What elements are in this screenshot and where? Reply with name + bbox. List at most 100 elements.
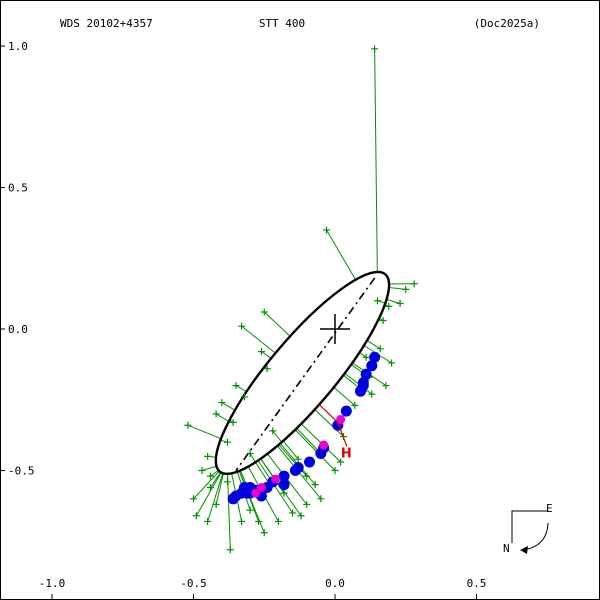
residual-line <box>221 402 236 411</box>
visual-observation-point <box>385 302 393 310</box>
visual-observation-point <box>323 226 331 234</box>
visual-observation-point <box>260 308 268 316</box>
residual-line <box>261 351 272 359</box>
residual-line <box>374 48 378 272</box>
visual-observation-point <box>190 495 197 503</box>
residual-line <box>207 473 224 522</box>
speckle-point <box>251 488 261 498</box>
visual-observation-point <box>379 317 387 325</box>
visual-observation-point <box>289 509 297 517</box>
hipparcos-label: H <box>341 446 352 461</box>
speckle-point <box>319 440 329 450</box>
line-of-nodes <box>235 277 376 471</box>
hipparcos-observations: H <box>318 404 352 461</box>
visual-observation-point <box>204 517 212 525</box>
visual-observation-point <box>410 280 418 288</box>
residual-line <box>263 311 291 337</box>
x-tick-label: 0.0 <box>325 577 345 590</box>
residual-line <box>193 470 220 500</box>
residual-line <box>235 385 247 393</box>
visual-observation-point <box>337 458 345 466</box>
x-axis: -1.0 -0.5 0.0 0.5 <box>39 577 487 600</box>
visual-observation-point <box>297 512 305 520</box>
interferometric-point <box>360 368 372 380</box>
residual-line <box>272 430 283 443</box>
residual-line <box>201 465 217 471</box>
primary-star-cross <box>320 314 350 344</box>
visual-observation-point <box>362 353 370 361</box>
compass-arms <box>511 510 548 543</box>
orbit-ellipse <box>214 270 391 476</box>
visual-observation-point <box>238 517 246 525</box>
residual-line <box>210 471 222 488</box>
compass-arrowhead <box>520 546 528 554</box>
visual-observation-point <box>368 390 376 398</box>
visual-observation-point <box>184 421 192 429</box>
x-tick-label: 0.5 <box>467 577 487 590</box>
residual-line <box>187 424 222 440</box>
y-tick-label: 0.0 <box>8 323 28 336</box>
compass-north-label: N <box>503 542 510 555</box>
speckle-observations <box>251 415 346 498</box>
visual-observation-point <box>376 345 384 353</box>
visual-observation-point <box>223 438 231 446</box>
visual-observation-point <box>218 399 226 407</box>
residual-line <box>314 409 344 437</box>
residual-line <box>227 473 231 550</box>
interferometric-point <box>304 456 316 468</box>
visual-observations <box>184 45 418 554</box>
visual-observation-point <box>212 410 220 418</box>
y-tick-label: -0.5 <box>8 465 35 478</box>
residual-line <box>215 473 224 505</box>
residual-line <box>326 229 357 281</box>
visual-observation-point <box>240 393 248 401</box>
interferometric-point <box>289 465 301 476</box>
visual-observation-point <box>246 450 254 458</box>
visual-observation-point <box>274 517 282 525</box>
y-tick-label: 1.0 <box>8 40 28 53</box>
visual-observation-point <box>246 506 254 514</box>
residual-line <box>296 427 322 454</box>
residual-line <box>282 440 299 460</box>
interferometric-point <box>278 479 290 491</box>
visual-observation-point <box>263 365 271 373</box>
speckle-point <box>256 482 266 492</box>
interferometric-point <box>340 405 352 417</box>
visual-observation-point <box>402 285 410 293</box>
interferometric-point <box>366 360 378 372</box>
visual-observation-point <box>331 467 339 474</box>
visual-observation-point <box>269 427 277 435</box>
speckle-point <box>271 474 281 484</box>
visual-observation-point <box>206 472 214 480</box>
visual-observation-point <box>238 322 246 330</box>
compass: E N <box>503 502 553 555</box>
visual-observation-point <box>294 455 302 463</box>
visual-observation-point <box>351 401 359 409</box>
residual-line <box>210 469 219 477</box>
visual-observation-point <box>371 45 379 53</box>
visual-observation-point <box>204 452 212 460</box>
y-tick-label: 0.5 <box>8 182 28 195</box>
interferometric-point <box>227 493 239 505</box>
residual-line <box>215 413 230 422</box>
residual-line <box>241 325 276 354</box>
header-system-name: STT 400 <box>259 17 305 30</box>
visual-observation-point <box>388 359 396 367</box>
header-wds-id: WDS 20102+4357 <box>60 17 153 30</box>
visual-observation-point <box>255 517 263 525</box>
speckle-point <box>336 415 346 425</box>
residual-line <box>333 387 356 406</box>
visual-observation-point <box>382 382 390 390</box>
residual-line <box>195 472 222 517</box>
visual-observation-point <box>396 300 404 308</box>
visual-observation-point <box>303 472 311 480</box>
residual-line <box>257 460 293 514</box>
hipparcos-leader-line <box>337 422 348 447</box>
residual-line <box>359 351 367 358</box>
interferometric-point <box>315 448 327 460</box>
x-tick-label: -0.5 <box>180 577 207 590</box>
interferometric-point <box>369 351 381 363</box>
residual-line <box>238 470 265 533</box>
compass-east-label: E <box>546 502 553 515</box>
